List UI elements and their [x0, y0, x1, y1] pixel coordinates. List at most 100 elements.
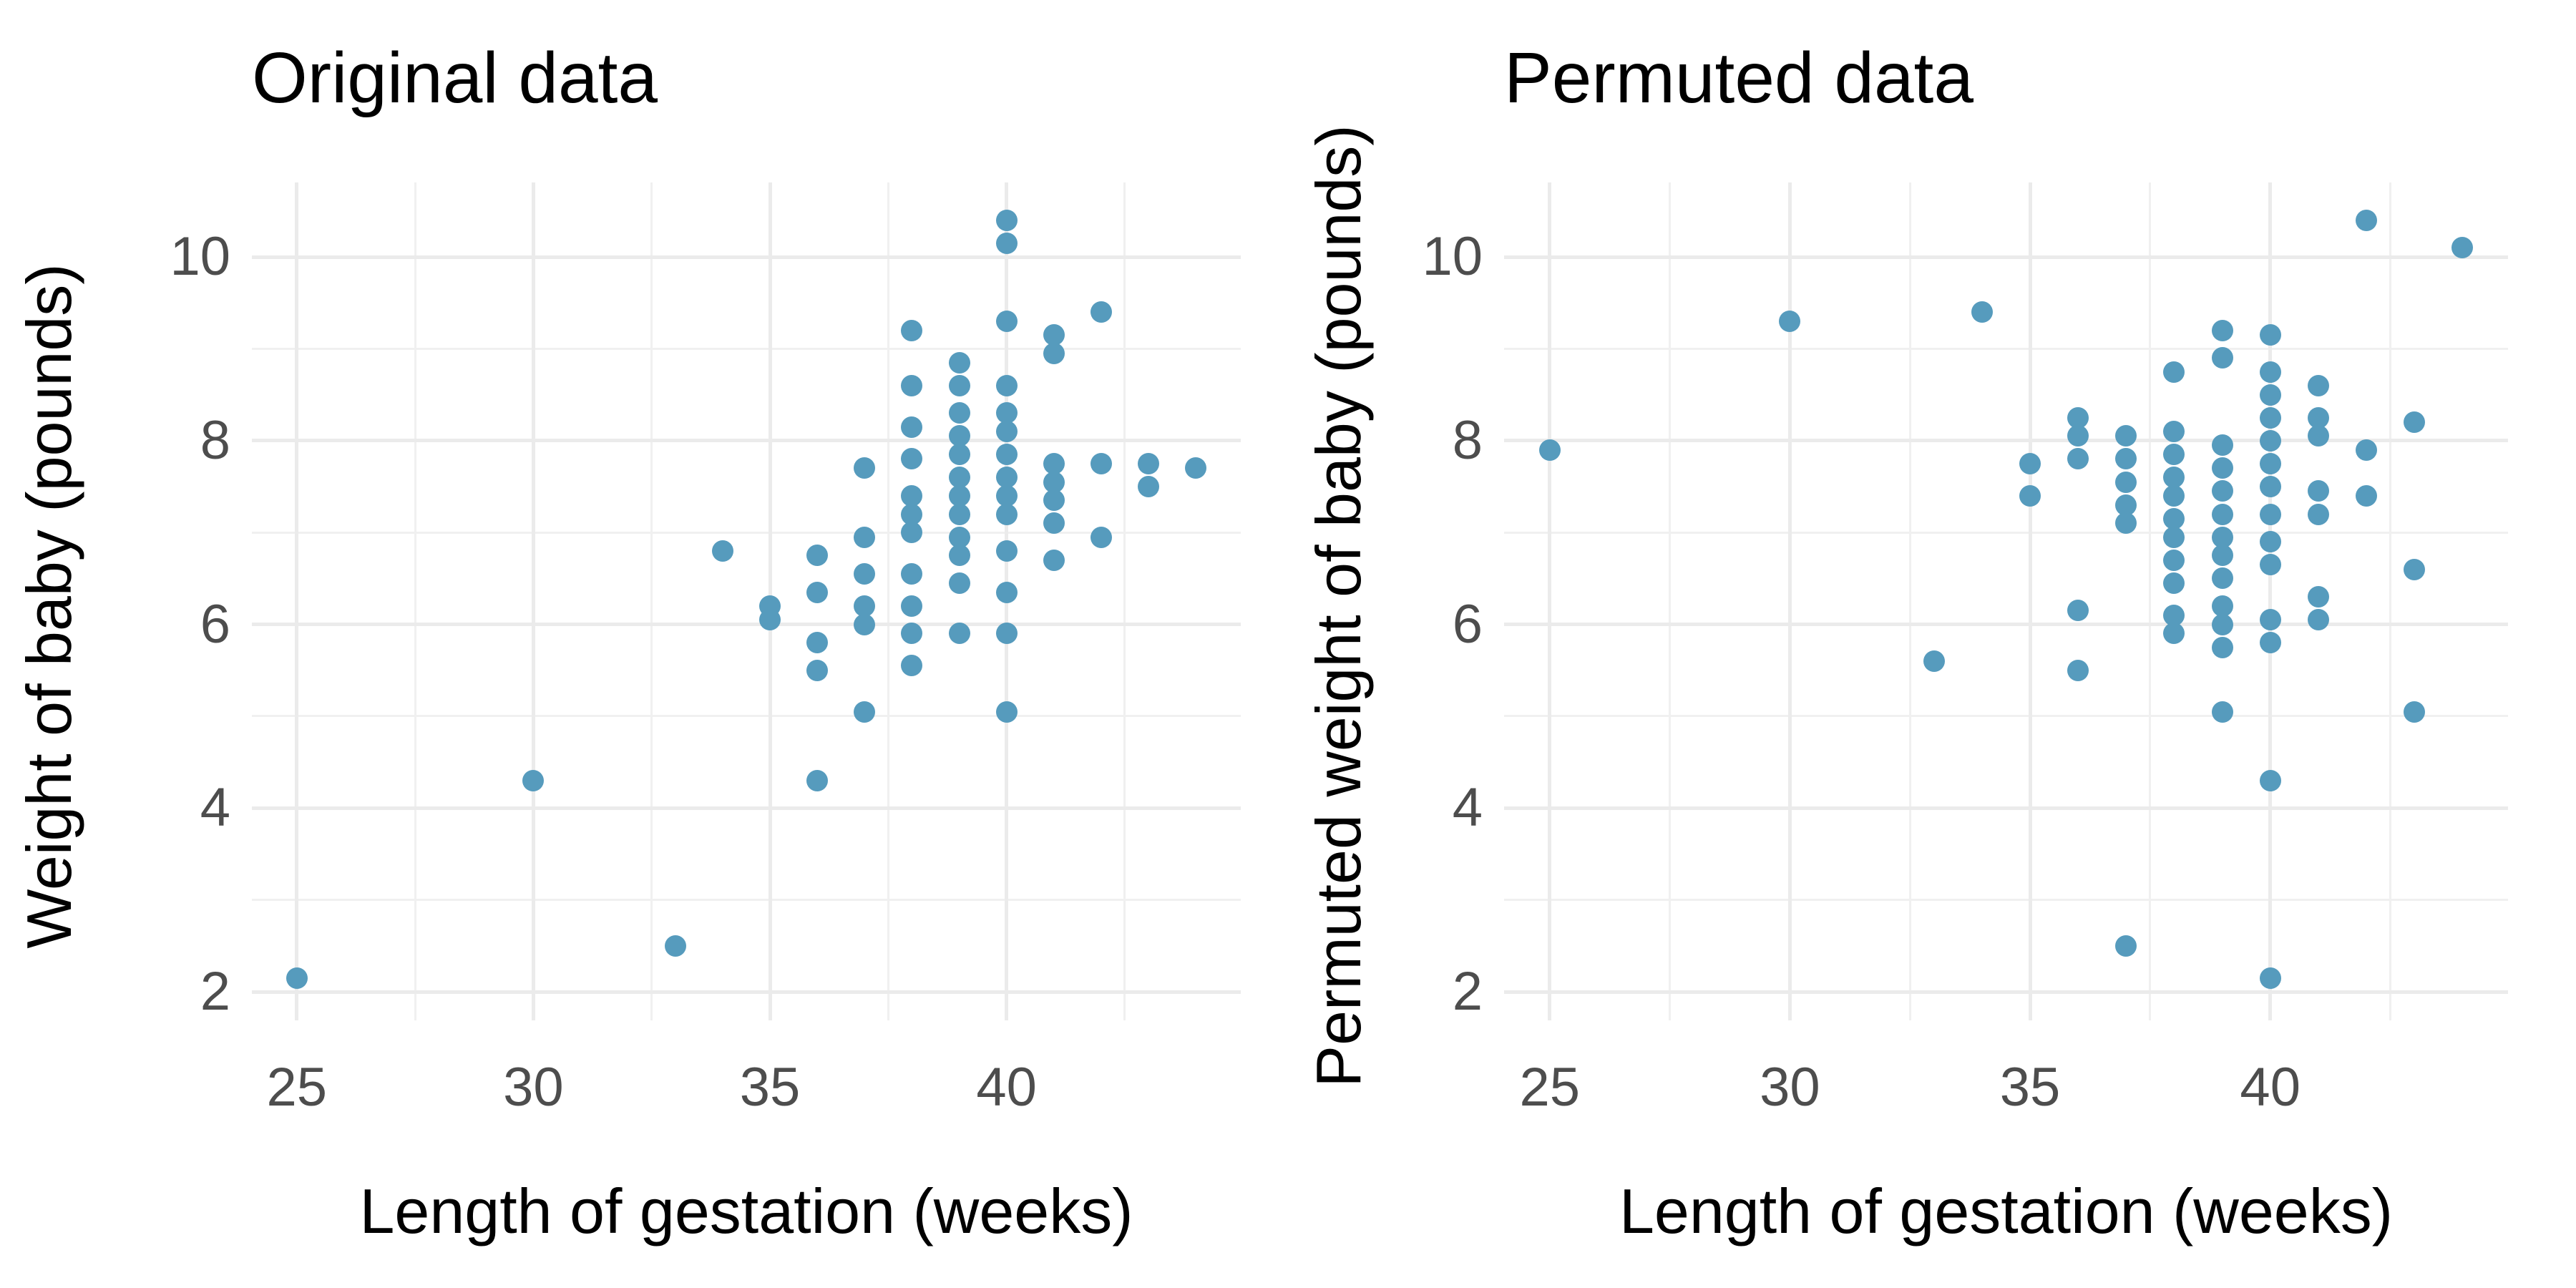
y-minor-gridline	[252, 347, 1241, 350]
x-minor-gridline	[1908, 182, 1911, 1020]
x-minor-gridline	[650, 182, 653, 1020]
data-point	[2211, 347, 2233, 369]
y-minor-gridline	[252, 715, 1241, 718]
data-point	[2115, 494, 2137, 516]
data-point	[948, 623, 970, 645]
y-major-gridline	[1504, 439, 2508, 443]
data-point	[2259, 429, 2281, 452]
data-point	[1971, 301, 1993, 323]
data-point	[2067, 406, 2089, 429]
data-point	[2259, 632, 2281, 654]
data-point	[2211, 567, 2233, 590]
data-point	[948, 545, 970, 567]
data-point	[2115, 512, 2137, 535]
data-point	[1923, 650, 1945, 672]
data-point	[2404, 701, 2426, 723]
data-point	[948, 503, 970, 525]
data-point	[1090, 301, 1112, 323]
data-point	[2163, 572, 2185, 594]
x-major-gridline	[1548, 182, 1552, 1020]
data-point	[1779, 310, 1801, 332]
data-point	[901, 562, 923, 585]
data-point	[2259, 406, 2281, 429]
data-point	[854, 562, 876, 585]
y-tick-label: 8	[1452, 409, 1483, 471]
data-point	[2307, 374, 2329, 396]
data-point	[806, 581, 829, 603]
data-point	[901, 522, 923, 544]
data-point	[995, 310, 1018, 332]
y-tick-label: 4	[1452, 777, 1483, 839]
y-minor-gridline	[1504, 531, 2508, 534]
data-point	[901, 374, 923, 396]
y-major-gridline	[1504, 255, 2508, 259]
data-point	[2307, 406, 2329, 429]
data-point	[2259, 503, 2281, 525]
x-tick-label: 30	[503, 1057, 564, 1118]
data-point	[995, 444, 1018, 466]
data-point	[2067, 448, 2089, 470]
data-point	[711, 540, 733, 562]
data-point	[995, 581, 1018, 603]
data-point	[995, 232, 1018, 254]
data-point	[901, 484, 923, 507]
data-point	[1090, 452, 1112, 474]
data-point	[901, 448, 923, 470]
x-tick-label: 35	[1999, 1057, 2061, 1118]
data-point	[995, 467, 1018, 489]
data-point	[2115, 935, 2137, 957]
data-point	[2163, 526, 2185, 548]
data-point	[2163, 361, 2185, 383]
x-major-gridline	[1787, 182, 1792, 1020]
data-point	[2259, 324, 2281, 346]
data-point	[2163, 484, 2185, 507]
y-minor-gridline	[1504, 899, 2508, 902]
data-point	[2163, 444, 2185, 466]
plot-title-permuted: Permuted data	[1504, 38, 1974, 118]
data-point	[522, 769, 545, 791]
data-point	[2259, 769, 2281, 791]
data-point	[2355, 439, 2377, 461]
data-point	[2211, 701, 2233, 723]
y-tick-label: 2	[200, 961, 230, 1023]
data-point	[2067, 600, 2089, 622]
data-point	[1043, 342, 1065, 364]
data-point	[2115, 425, 2137, 447]
data-point	[995, 623, 1018, 645]
plot-title-original: Original data	[252, 38, 658, 118]
x-major-gridline	[2028, 182, 2032, 1020]
data-point	[2211, 526, 2233, 548]
data-point	[2259, 967, 2281, 989]
data-point	[854, 613, 876, 635]
data-point	[948, 351, 970, 374]
data-point	[2259, 452, 2281, 474]
data-point	[1043, 471, 1065, 493]
data-point	[2259, 531, 2281, 553]
data-point	[948, 444, 970, 466]
data-point	[2115, 471, 2137, 493]
y-major-gridline	[252, 439, 1241, 443]
y-major-gridline	[252, 806, 1241, 810]
data-point	[2259, 384, 2281, 406]
data-point	[2211, 480, 2233, 502]
data-point	[1185, 457, 1207, 479]
y-major-gridline	[1504, 623, 2508, 627]
y-tick-label: 8	[200, 409, 230, 471]
y-minor-gridline	[252, 899, 1241, 902]
data-point	[2307, 503, 2329, 525]
x-axis-title-permuted: Length of gestation (weeks)	[1619, 1176, 2394, 1246]
data-point	[901, 416, 923, 438]
data-point	[2163, 507, 2185, 530]
data-point	[948, 572, 970, 594]
y-tick-label: 2	[1452, 961, 1483, 1023]
data-point	[1043, 512, 1065, 535]
data-point	[854, 595, 876, 617]
x-minor-gridline	[887, 182, 889, 1020]
data-point	[2163, 549, 2185, 571]
data-point	[901, 503, 923, 525]
x-tick-label: 40	[976, 1057, 1037, 1118]
data-point	[995, 540, 1018, 562]
data-point	[2211, 457, 2233, 479]
data-point	[2307, 425, 2329, 447]
y-major-gridline	[252, 255, 1241, 259]
